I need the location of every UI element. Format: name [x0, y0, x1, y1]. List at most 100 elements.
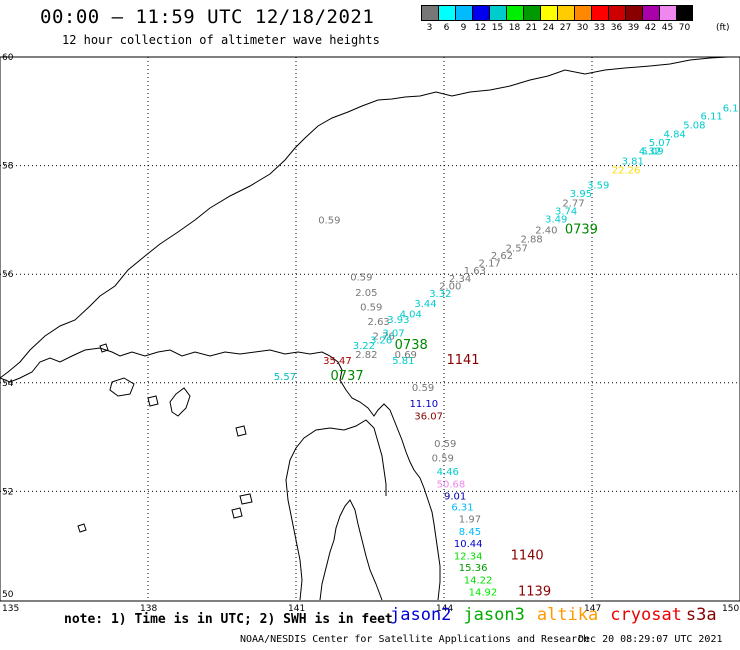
color-scale-label: 45 [661, 23, 674, 33]
lon-tick-label: 147 [584, 604, 601, 614]
color-scale-label: 30 [576, 23, 589, 33]
lat-tick-label: 54 [2, 379, 14, 389]
island-shantar [109, 377, 135, 397]
wave-height-label: 5.09 [641, 147, 663, 158]
wave-height-label: 1139 [518, 585, 551, 600]
graticule-labels: 60 58 56 54 52 50 135 138 141 144 147 150 [2, 53, 739, 614]
wave-height-label: 1140 [511, 548, 544, 563]
color-swatch [472, 5, 489, 21]
color-scale-label: 27 [559, 23, 572, 33]
satellite-jason2-label: jason2 [390, 605, 452, 625]
lon-tick-label: 144 [436, 604, 453, 614]
wave-height-label: 2.17 [479, 259, 501, 270]
color-scale-labels: 3 6 9 12 15 18 21 24 27 30 33 36 39 42 45 70 [421, 23, 693, 33]
coastline-north [0, 56, 729, 379]
wave-height-label: 14.22 [464, 576, 493, 587]
wave-height-label: 2.34 [449, 274, 471, 285]
island-small-2 [147, 395, 159, 407]
wave-height-label: 12.34 [454, 551, 483, 562]
wave-height-label: 3.07 [382, 329, 404, 340]
color-scale-label: 33 [593, 23, 606, 33]
wave-height-label: 4.46 [437, 467, 459, 478]
wave-height-label: 2.77 [562, 198, 584, 209]
color-swatch [574, 5, 591, 21]
lat-tick-label: 52 [2, 487, 13, 497]
color-swatch [540, 5, 557, 21]
credit-text: NOAA/NESDIS Center for Satellite Applica… [240, 634, 590, 645]
lon-tick-label: 138 [140, 604, 157, 614]
coastline-west [0, 347, 441, 601]
coastline-south-east [319, 499, 383, 601]
wave-height-label: 3.44 [414, 299, 436, 310]
color-swatch [506, 5, 523, 21]
wave-height-label: 5.07 [649, 138, 671, 149]
wave-height-label: 0.59 [432, 454, 454, 465]
wave-height-label: 0.59 [360, 303, 382, 314]
color-scale-label: 9 [460, 23, 467, 33]
wave-height-label: 2.76 [372, 331, 394, 342]
wave-height-label: 0.59 [350, 273, 372, 284]
lon-tick-label: 150 [722, 604, 739, 614]
lat-tick-label: 56 [2, 270, 14, 280]
color-swatch [438, 5, 455, 21]
graticule [0, 57, 740, 600]
wave-height-label: 2.00 [439, 281, 461, 292]
footer-note: note: 1) Time is in UTC; 2) SWH is in fe… [64, 612, 393, 627]
wave-height-label: 0737 [331, 369, 364, 384]
satellite-legend: jason2 jason3 altika cryosat s3a [390, 605, 729, 625]
wave-height-label: 3.22 [353, 341, 375, 352]
color-scale-label: 18 [508, 23, 521, 33]
color-swatch [489, 5, 506, 21]
wave-height-label: 0739 [565, 222, 598, 237]
wave-height-label: 22.26 [612, 166, 641, 177]
satellite-cryosat-label: cryosat [610, 605, 682, 625]
wave-height-label: 2.40 [535, 225, 557, 236]
color-scale-label: 15 [491, 23, 504, 33]
color-swatch [659, 5, 676, 21]
color-swatch [608, 5, 625, 21]
wave-height-label: 3.32 [429, 289, 451, 300]
color-scale-label: 12 [474, 23, 487, 33]
color-scale-label: 39 [627, 23, 640, 33]
color-swatch [625, 5, 642, 21]
wave-height-label: 6.1 [723, 103, 739, 114]
wave-height-label: 2.05 [355, 288, 377, 299]
wave-height-label: 3.74 [555, 206, 577, 217]
color-scale-label: 70 [678, 23, 691, 33]
wave-height-label: 5.81 [392, 356, 414, 367]
wave-height-label: 0.59 [434, 439, 456, 450]
wave-height-label: 3.59 [587, 180, 609, 191]
lat-tick-label: 60 [2, 53, 14, 63]
wave-height-label: 4.84 [664, 129, 686, 140]
color-swatch [523, 5, 540, 21]
wave-height-label: 36.07 [414, 412, 443, 423]
island-small-1 [99, 343, 109, 353]
color-swatch [557, 5, 574, 21]
color-scale-label: 42 [644, 23, 657, 33]
wave-height-label: 4.04 [400, 310, 422, 321]
wave-height-label: 3.81 [622, 157, 644, 168]
satellite-altika-label: altika [536, 605, 599, 625]
satellite-s3a-label: s3a [685, 605, 717, 625]
wave-height-label: 35.47 [323, 356, 352, 367]
color-scale-label: 6 [443, 23, 450, 33]
wave-height-label: 2.88 [520, 235, 542, 246]
lon-tick-label: 135 [2, 604, 19, 614]
wave-height-label: 2.82 [355, 350, 377, 361]
wave-height-label: 14.92 [469, 588, 498, 599]
wave-height-label: 11.10 [409, 399, 438, 410]
wave-height-label: 2.63 [368, 317, 390, 328]
island-sakhalin [169, 387, 191, 417]
island-small-4 [239, 493, 253, 505]
color-scale-label: 3 [426, 23, 433, 33]
wave-height-label: 1.63 [464, 266, 486, 277]
color-swatch [642, 5, 659, 21]
map-frame [0, 56, 740, 602]
wave-height-label: 8.45 [459, 527, 481, 538]
wave-height-label: 2.57 [506, 243, 528, 254]
wave-height-label: 50.68 [437, 480, 466, 491]
color-swatch [591, 5, 608, 21]
wave-height-label: 3.95 [570, 189, 592, 200]
island-small-5 [231, 507, 243, 519]
